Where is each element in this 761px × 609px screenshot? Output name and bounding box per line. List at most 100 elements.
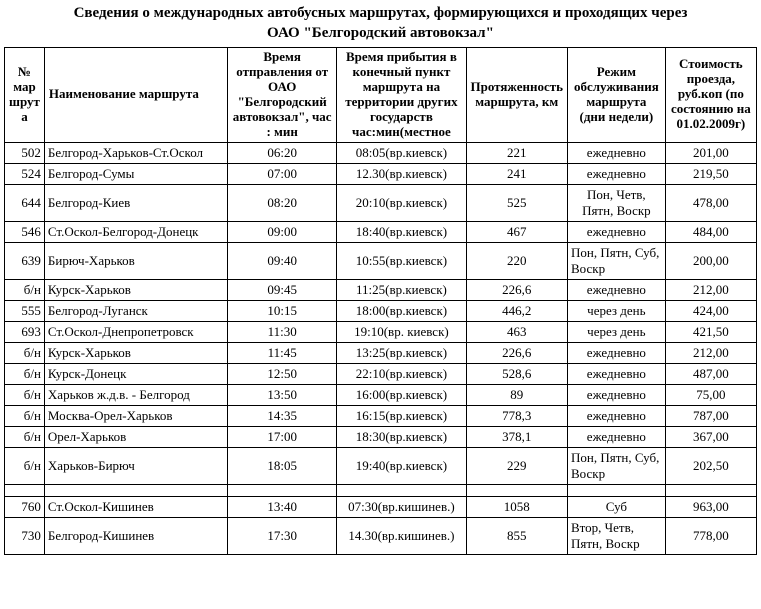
spacer-cell <box>567 484 665 496</box>
cell-arrival-time: 13:25(вр.киевск) <box>337 342 466 363</box>
cell-arrival-time: 18:00(вр.киевск) <box>337 300 466 321</box>
cell-route-number: б/н <box>5 384 45 405</box>
cell-distance: 467 <box>466 221 567 242</box>
table-row <box>5 484 757 496</box>
cell-distance: 778,3 <box>466 405 567 426</box>
cell-cost: 787,00 <box>665 405 756 426</box>
cell-route-name: Курск-Харьков <box>44 342 227 363</box>
table-row: 555Белгород-Луганск10:1518:00(вр.киевск)… <box>5 300 757 321</box>
cell-arrival-time: 22:10(вр.киевск) <box>337 363 466 384</box>
cell-arrival-time: 14.30(вр.кишинев.) <box>337 517 466 554</box>
cell-route-name: Бирюч-Харьков <box>44 242 227 279</box>
cell-distance: 226,6 <box>466 342 567 363</box>
table-row: 760Ст.Оскол-Кишинев13:4007:30(вр.кишинев… <box>5 496 757 517</box>
table-row: б/нМосква-Орел-Харьков14:3516:15(вр.киев… <box>5 405 757 426</box>
cell-cost: 778,00 <box>665 517 756 554</box>
spacer-cell <box>44 484 227 496</box>
cell-departure-time: 12:50 <box>228 363 337 384</box>
cell-arrival-time: 18:40(вр.киевск) <box>337 221 466 242</box>
table-header-row: № мар шрут а Наименование маршрута Время… <box>5 48 757 143</box>
cell-route-name: Харьков ж.д.в. - Белгород <box>44 384 227 405</box>
cell-route-name: Курск-Донецк <box>44 363 227 384</box>
col-header-number: № мар шрут а <box>5 48 45 143</box>
col-header-name: Наименование маршрута <box>44 48 227 143</box>
cell-departure-time: 18:05 <box>228 447 337 484</box>
cell-cost: 212,00 <box>665 342 756 363</box>
cell-cost: 487,00 <box>665 363 756 384</box>
cell-route-name: Белгород-Сумы <box>44 163 227 184</box>
cell-route-number: 693 <box>5 321 45 342</box>
cell-cost: 202,50 <box>665 447 756 484</box>
cell-arrival-time: 12.30(вр.киевск) <box>337 163 466 184</box>
spacer-cell <box>466 484 567 496</box>
cell-route-name: Ст.Оскол-Кишинев <box>44 496 227 517</box>
table-row: 639Бирюч-Харьков09:4010:55(вр.киевск)220… <box>5 242 757 279</box>
cell-distance: 378,1 <box>466 426 567 447</box>
cell-distance: 528,6 <box>466 363 567 384</box>
col-header-arrival: Время прибытия в конечный пункт маршрута… <box>337 48 466 143</box>
cell-departure-time: 08:20 <box>228 184 337 221</box>
cell-departure-time: 09:00 <box>228 221 337 242</box>
cell-schedule: Суб <box>567 496 665 517</box>
cell-distance: 220 <box>466 242 567 279</box>
cell-departure-time: 14:35 <box>228 405 337 426</box>
table-row: 546Ст.Оскол-Белгород-Донецк09:0018:40(вр… <box>5 221 757 242</box>
cell-cost: 201,00 <box>665 142 756 163</box>
cell-cost: 200,00 <box>665 242 756 279</box>
cell-route-number: 502 <box>5 142 45 163</box>
spacer-cell <box>228 484 337 496</box>
table-row: 644Белгород-Киев08:2020:10(вр.киевск)525… <box>5 184 757 221</box>
cell-distance: 229 <box>466 447 567 484</box>
cell-route-number: б/н <box>5 363 45 384</box>
cell-departure-time: 10:15 <box>228 300 337 321</box>
page-title: Сведения о международных автобусных марш… <box>4 4 757 43</box>
cell-route-name: Харьков-Бирюч <box>44 447 227 484</box>
cell-cost: 75,00 <box>665 384 756 405</box>
cell-schedule: ежедневно <box>567 426 665 447</box>
cell-schedule: ежедневно <box>567 384 665 405</box>
cell-schedule: Втор, Четв, Пятн, Воскр <box>567 517 665 554</box>
cell-cost: 424,00 <box>665 300 756 321</box>
cell-schedule: ежедневно <box>567 142 665 163</box>
table-row: 693Ст.Оскол-Днепропетровск11:3019:10(вр.… <box>5 321 757 342</box>
cell-route-name: Белгород-Харьков-Ст.Оскол <box>44 142 227 163</box>
cell-schedule: Пон, Пятн, Суб, Воскр <box>567 447 665 484</box>
table-row: 502Белгород-Харьков-Ст.Оскол06:2008:05(в… <box>5 142 757 163</box>
table-row: б/нОрел-Харьков17:0018:30(вр.киевск)378,… <box>5 426 757 447</box>
cell-departure-time: 09:45 <box>228 279 337 300</box>
cell-route-number: б/н <box>5 342 45 363</box>
cell-schedule: ежедневно <box>567 221 665 242</box>
cell-arrival-time: 18:30(вр.киевск) <box>337 426 466 447</box>
cell-route-number: б/н <box>5 426 45 447</box>
cell-arrival-time: 19:40(вр.киевск) <box>337 447 466 484</box>
spacer-cell <box>665 484 756 496</box>
cell-route-name: Орел-Харьков <box>44 426 227 447</box>
cell-arrival-time: 19:10(вр. киевск) <box>337 321 466 342</box>
title-line-2: ОАО "Белгородский автовокзал" <box>4 24 757 44</box>
cell-distance: 226,6 <box>466 279 567 300</box>
cell-distance: 855 <box>466 517 567 554</box>
cell-route-name: Белгород-Киев <box>44 184 227 221</box>
table-body: 502Белгород-Харьков-Ст.Оскол06:2008:05(в… <box>5 142 757 554</box>
cell-schedule: ежедневно <box>567 342 665 363</box>
cell-arrival-time: 16:00(вр.киевск) <box>337 384 466 405</box>
cell-arrival-time: 10:55(вр.киевск) <box>337 242 466 279</box>
cell-route-number: 730 <box>5 517 45 554</box>
cell-schedule: ежедневно <box>567 163 665 184</box>
table-row: б/нХарьков-Бирюч18:0519:40(вр.киевск)229… <box>5 447 757 484</box>
cell-schedule: Пон, Четв, Пятн, Воскр <box>567 184 665 221</box>
cell-departure-time: 17:00 <box>228 426 337 447</box>
cell-departure-time: 13:50 <box>228 384 337 405</box>
cell-departure-time: 09:40 <box>228 242 337 279</box>
cell-cost: 484,00 <box>665 221 756 242</box>
cell-departure-time: 07:00 <box>228 163 337 184</box>
cell-route-number: 644 <box>5 184 45 221</box>
cell-route-name: Белгород-Луганск <box>44 300 227 321</box>
cell-schedule: ежедневно <box>567 363 665 384</box>
col-header-departure: Время отправления от ОАО "Белгородский а… <box>228 48 337 143</box>
cell-distance: 463 <box>466 321 567 342</box>
cell-route-number: 546 <box>5 221 45 242</box>
cell-distance: 89 <box>466 384 567 405</box>
cell-schedule: через день <box>567 321 665 342</box>
cell-arrival-time: 08:05(вр.киевск) <box>337 142 466 163</box>
